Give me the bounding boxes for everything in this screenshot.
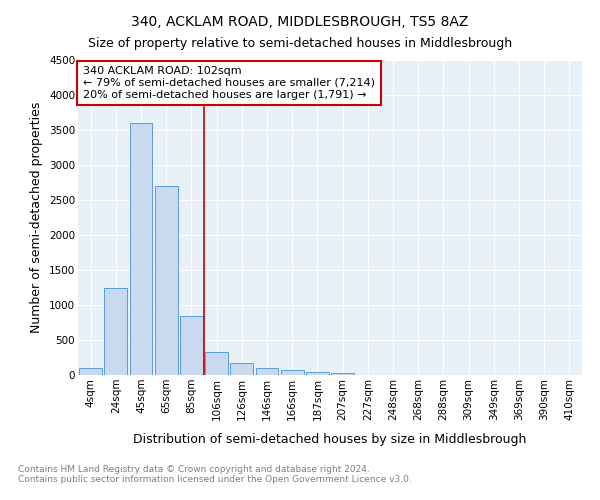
Bar (130, 123, 152, 375)
Bar (205, 352, 228, 375)
Text: Size of property relative to semi-detached houses in Middlesbrough: Size of property relative to semi-detach… (88, 38, 512, 51)
Bar (306, 372, 329, 375)
Bar (256, 368, 278, 375)
Y-axis label: Number of semi-detached properties: Number of semi-detached properties (31, 102, 43, 333)
Text: Distribution of semi-detached houses by size in Middlesbrough: Distribution of semi-detached houses by … (133, 432, 527, 446)
Text: 340 ACKLAM ROAD: 102sqm
← 79% of semi-detached houses are smaller (7,214)
20% of: 340 ACKLAM ROAD: 102sqm ← 79% of semi-de… (83, 66, 375, 100)
Bar (331, 373, 354, 375)
Bar (104, 288, 127, 375)
Bar (281, 370, 304, 375)
Bar (230, 363, 253, 375)
Bar (79, 368, 102, 375)
Text: Contains HM Land Registry data © Crown copyright and database right 2024.
Contai: Contains HM Land Registry data © Crown c… (18, 465, 412, 484)
Bar (180, 316, 203, 375)
Text: 340, ACKLAM ROAD, MIDDLESBROUGH, TS5 8AZ: 340, ACKLAM ROAD, MIDDLESBROUGH, TS5 8AZ (131, 15, 469, 29)
Bar (155, 186, 178, 375)
